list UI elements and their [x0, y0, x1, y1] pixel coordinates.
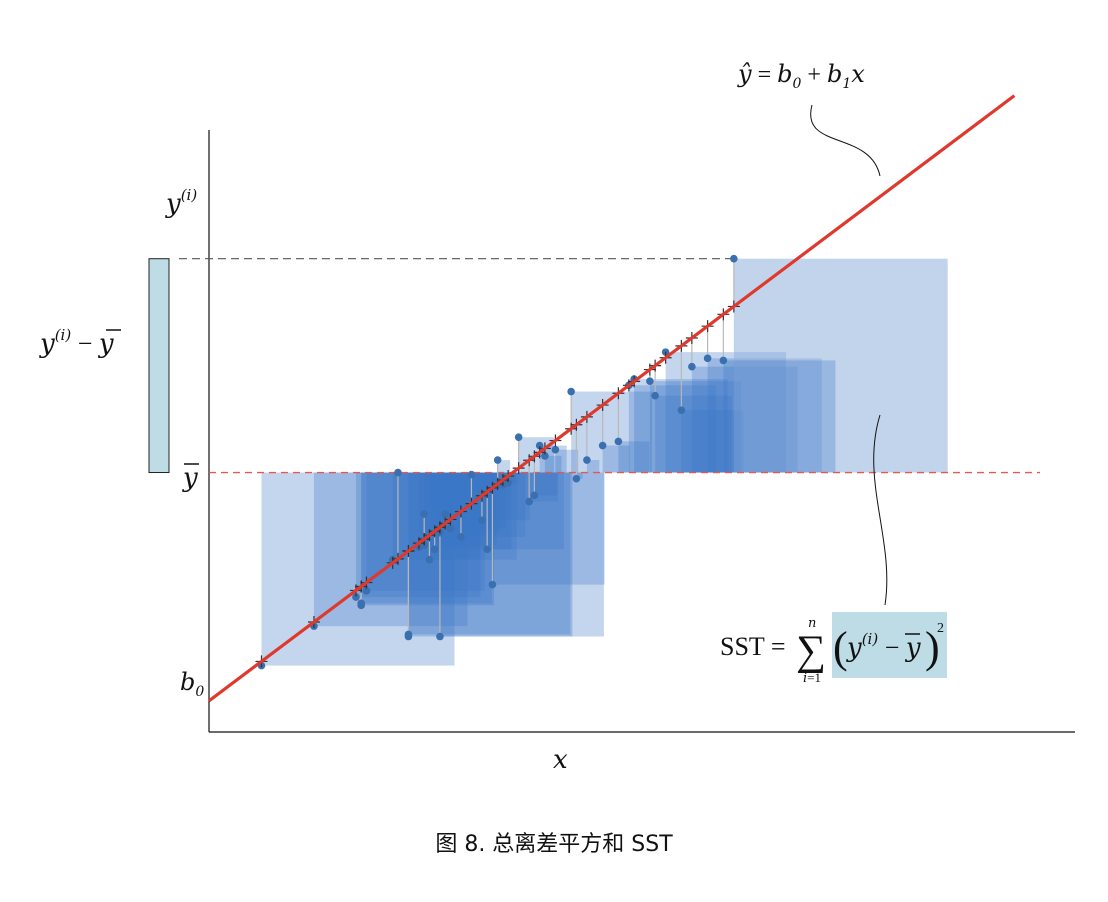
deviation-label: y(i) − y	[39, 326, 114, 359]
data-point	[457, 533, 465, 541]
sst-formula: SST = ∑ n i=1 ( y(i) − y ) 2	[720, 616, 944, 686]
data-point	[598, 441, 607, 450]
data-point	[446, 524, 455, 533]
b0-label: b0	[180, 668, 204, 700]
data-point	[420, 510, 428, 518]
data-point	[730, 254, 738, 263]
data-point	[436, 632, 444, 641]
data-point	[535, 441, 544, 450]
data-point	[525, 497, 533, 506]
deviation-square	[366, 472, 485, 591]
deviation-square	[534, 472, 558, 496]
svg-text:i=1: i=1	[803, 670, 821, 686]
data-point	[703, 354, 712, 363]
deviation-square	[508, 472, 519, 483]
data-point	[583, 456, 591, 464]
svg-text:∑: ∑	[796, 628, 826, 674]
data-point	[488, 580, 497, 589]
sst-leader	[873, 414, 888, 606]
data-point	[430, 545, 439, 554]
data-point	[404, 632, 413, 641]
deviation-square	[618, 441, 650, 473]
yi-label: y(i)	[165, 186, 197, 219]
deviation-square	[424, 472, 466, 515]
deviation-square	[544, 455, 562, 473]
data-point	[646, 377, 654, 385]
svg-text:y(i) − y: y(i) − y	[846, 630, 921, 663]
squared-deviation-squares	[261, 258, 948, 666]
data-point	[467, 470, 476, 479]
data-point	[493, 456, 502, 464]
data-point	[357, 601, 366, 610]
deviation-square	[555, 449, 579, 473]
deviation-square	[408, 472, 571, 635]
deviation-square	[392, 472, 480, 560]
deviation-square	[439, 472, 604, 637]
data-point	[441, 510, 449, 518]
svg-text:n: n	[808, 616, 816, 631]
deviation-square	[723, 360, 836, 473]
deviation-square	[649, 381, 742, 473]
data-point	[514, 433, 523, 442]
regression-line	[208, 94, 1016, 703]
svg-text:2: 2	[937, 621, 944, 636]
data-point	[651, 391, 659, 400]
deviation-square	[497, 460, 511, 473]
data-point	[677, 406, 686, 415]
deviation-square	[733, 258, 948, 473]
data-point	[530, 491, 539, 500]
deviation-square	[628, 385, 717, 473]
data-point	[362, 587, 371, 595]
deviation-square	[576, 472, 583, 479]
deviation-bar	[148, 258, 170, 474]
regression-equation: ŷ = b0 + b1x	[737, 60, 865, 92]
svg-text:(: (	[833, 623, 848, 672]
deviation-square	[434, 472, 512, 550]
deviation-square	[408, 472, 573, 637]
data-point	[551, 445, 560, 454]
data-point	[688, 362, 696, 371]
data-point	[352, 593, 360, 601]
data-point	[541, 452, 549, 460]
figure-caption: 图 8. 总离差平方和 SST	[435, 832, 673, 857]
ybar-label: y	[182, 463, 198, 493]
sst-highlight-box	[832, 612, 947, 678]
svg-text:): )	[925, 623, 940, 672]
data-point	[719, 356, 728, 365]
data-point	[394, 468, 402, 477]
data-point	[483, 545, 491, 554]
data-point	[425, 555, 434, 564]
deviation-square	[492, 472, 605, 585]
regression-eq-leader	[810, 104, 881, 177]
svg-text:SST =: SST =	[720, 632, 786, 661]
deviation-square	[655, 395, 732, 473]
deviation-square	[313, 472, 468, 627]
deviation-square	[586, 460, 600, 473]
data-point	[478, 516, 486, 525]
data-point	[567, 387, 575, 396]
x-axis-label: x	[553, 745, 568, 775]
deviation-square	[261, 472, 455, 666]
data-point	[572, 474, 581, 483]
deviation-square	[602, 445, 630, 473]
data-point	[614, 437, 623, 446]
deviation-square	[681, 410, 744, 473]
